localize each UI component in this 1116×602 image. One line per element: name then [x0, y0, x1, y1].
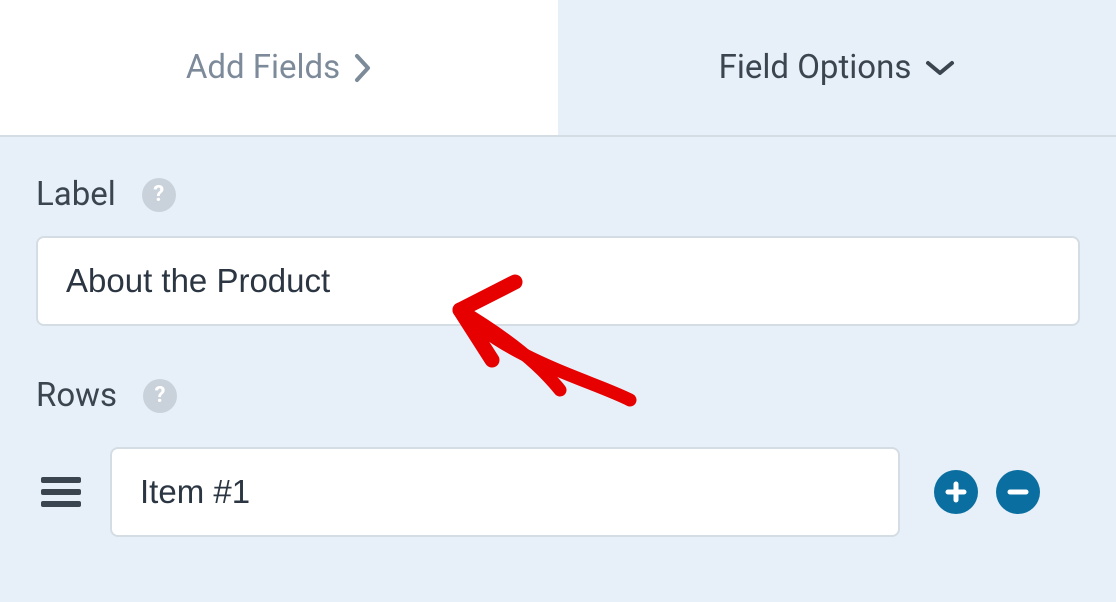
- row-actions: [934, 470, 1040, 514]
- remove-row-button[interactable]: [996, 470, 1040, 514]
- rows-field-header: Rows ?: [36, 376, 1080, 415]
- tab-add-fields-label: Add Fields: [186, 48, 340, 87]
- rows-field-group: Rows ?: [36, 376, 1080, 537]
- help-icon[interactable]: ?: [143, 379, 177, 413]
- label-field-header: Label ?: [36, 175, 1080, 214]
- label-field-group: Label ?: [36, 175, 1080, 326]
- add-row-button[interactable]: [934, 470, 978, 514]
- label-title: Label: [36, 175, 116, 214]
- help-icon[interactable]: ?: [142, 178, 176, 212]
- row-input[interactable]: [110, 447, 900, 537]
- plus-icon: [944, 480, 968, 504]
- tabs-bar: Add Fields Field Options: [0, 0, 1116, 137]
- tab-field-options[interactable]: Field Options: [558, 0, 1116, 135]
- rows-title: Rows: [36, 376, 117, 415]
- minus-icon: [1006, 480, 1030, 504]
- row-item: [36, 447, 1080, 537]
- drag-handle-icon[interactable]: [36, 475, 86, 509]
- field-options-panel: Label ? Rows ?: [0, 137, 1116, 537]
- chevron-down-icon: [925, 59, 955, 77]
- tab-add-fields[interactable]: Add Fields: [0, 0, 558, 135]
- chevron-right-icon: [354, 53, 372, 83]
- tab-field-options-label: Field Options: [719, 48, 912, 87]
- label-input[interactable]: [36, 236, 1080, 326]
